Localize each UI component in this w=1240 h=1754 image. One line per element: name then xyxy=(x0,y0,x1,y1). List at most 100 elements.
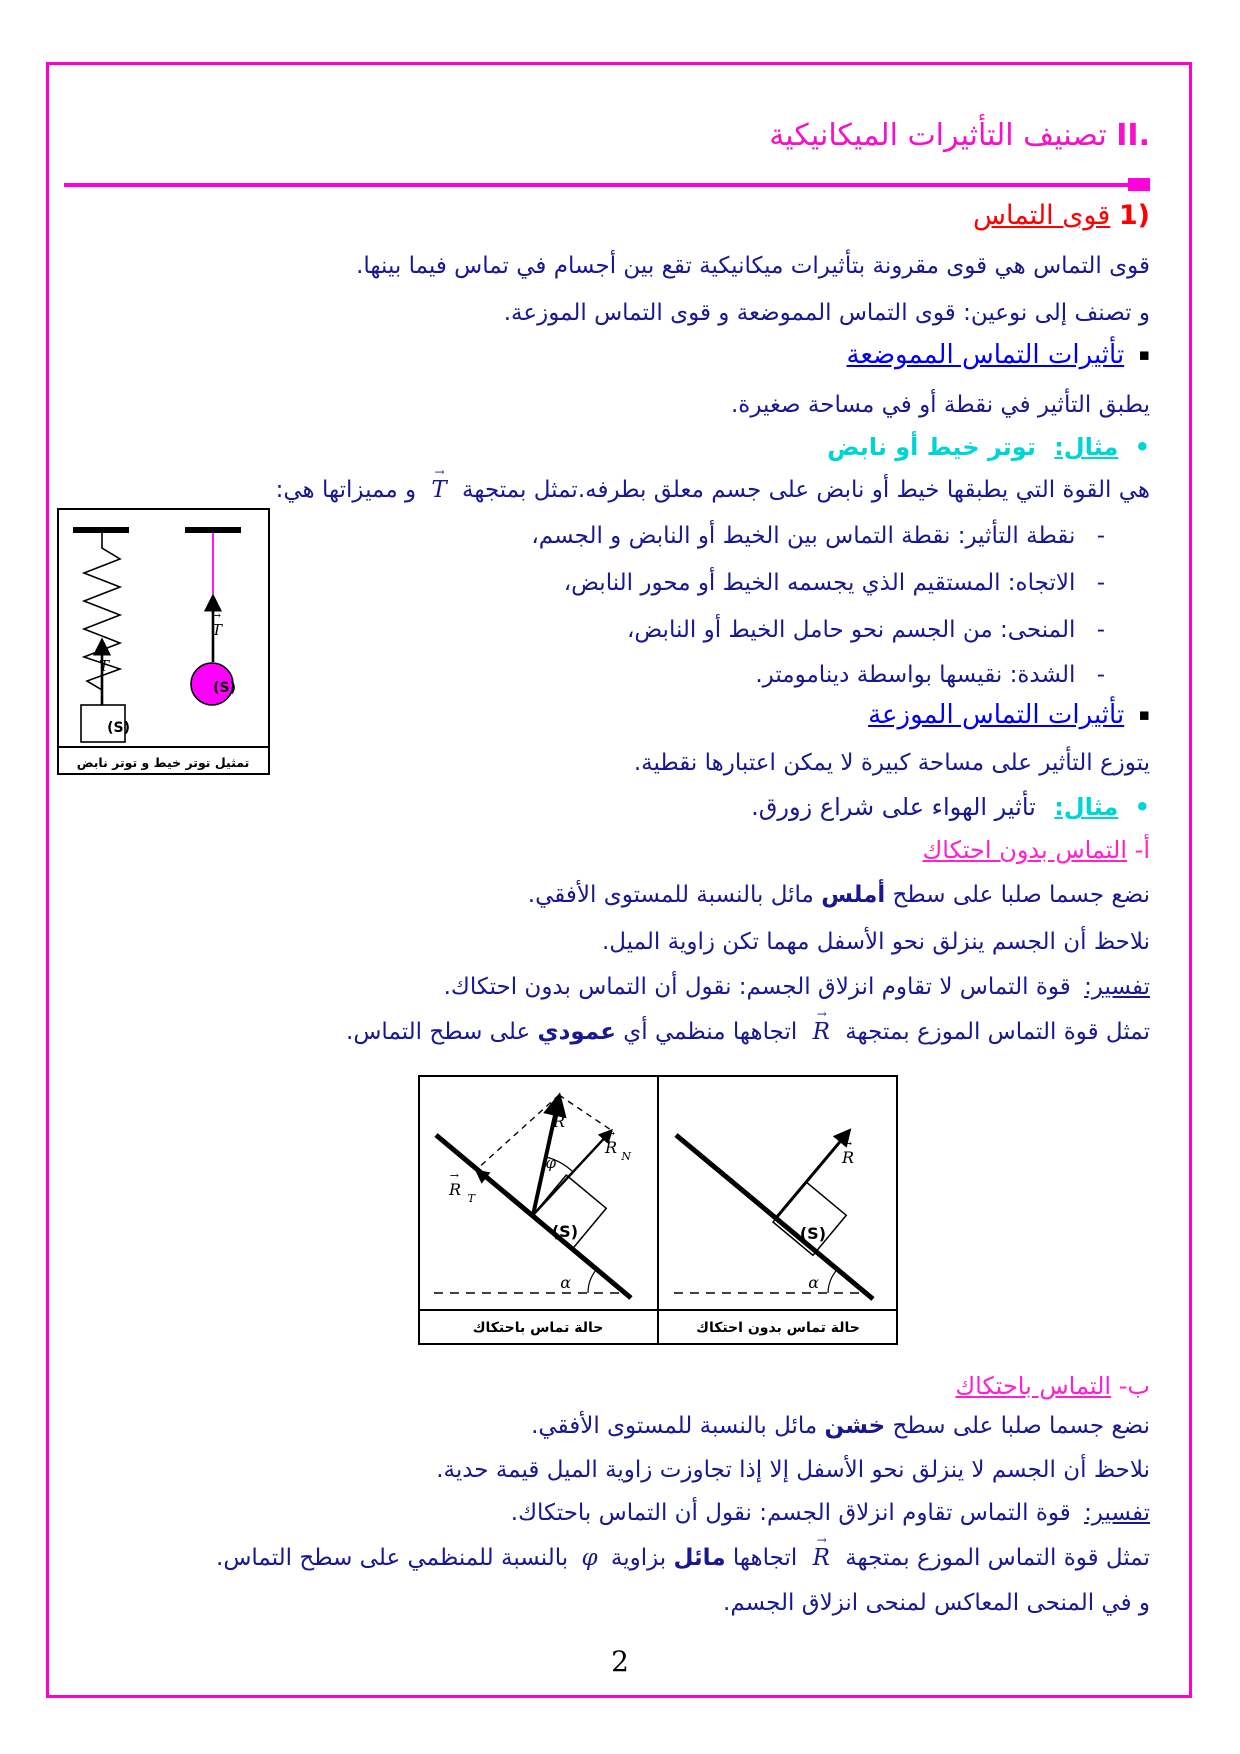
vector-arrow: → xyxy=(816,1533,827,1547)
label-R: R xyxy=(552,1112,565,1131)
block-S xyxy=(531,1173,608,1250)
with-friction-vector-line: تمثل قوة التماس الموزع بمتجهة → R اتجاهها… xyxy=(216,1534,1150,1571)
label-phi: φ xyxy=(545,1154,556,1172)
feature-item: - الاتجاه: المستقيم الذي يجسمه الخيط أو … xyxy=(564,570,1105,596)
hanging-box xyxy=(80,704,126,743)
label-RT: R xyxy=(448,1180,461,1199)
label-RN-subscript: N xyxy=(620,1150,631,1163)
phi-angle-arc xyxy=(545,1156,574,1173)
example-label: مثال: xyxy=(1054,433,1119,461)
label-alpha: α xyxy=(808,1273,819,1292)
bold-word-perpendicular: عمودي xyxy=(537,1019,616,1045)
text-segment: اتجاهها xyxy=(732,1545,798,1571)
spring-string-figure: → T (S) → T (S) تمثيل توتر خيط و توتر نا… xyxy=(57,508,270,779)
vector-arrow: → xyxy=(434,465,445,479)
title-numeral: II. xyxy=(1116,118,1150,153)
hanging-ball xyxy=(190,662,234,706)
vector-arrow: → xyxy=(450,1169,459,1182)
section-number: 1) xyxy=(1118,200,1150,231)
localized-contact-label: تأثيرات التماس المموضعة xyxy=(846,340,1125,370)
label-R: R xyxy=(841,1148,854,1167)
example-sail: • مثال: تأثير الهواء على شراع زورق. xyxy=(751,793,1150,821)
interpretation-text: قوة التماس تقاوم انزلاق الجسم: نقول أن ا… xyxy=(510,1500,1071,1526)
vector-R-tangential xyxy=(474,1169,534,1216)
vector-arrow: → xyxy=(553,1101,562,1114)
incline-surface xyxy=(674,1133,875,1301)
text-segment: نضع جسما صلبا على سطح xyxy=(892,882,1150,908)
vector-R-letter: R xyxy=(812,1545,830,1571)
dash-bullet: - xyxy=(1096,570,1105,596)
no-friction-prefix: أ- xyxy=(1134,836,1150,864)
label-alpha: α xyxy=(560,1273,571,1292)
square-bullet-icon: ▪ xyxy=(1138,705,1150,725)
page-border-frame xyxy=(46,62,1192,1698)
panel-without-friction: → R (S) α حالة تماس بدون احتكاك xyxy=(674,1128,875,1336)
label-S: (S) xyxy=(800,1224,826,1243)
no-friction-line2: نلاحظ أن الجسم ينزلق نحو الأسفل مهما تكن… xyxy=(601,929,1150,955)
feature-text: نقطة التأثير: نقطة التماس بين الخيط أو ا… xyxy=(531,523,1076,549)
text-segment: مائل بالنسبة للمستوى الأفقي. xyxy=(527,882,814,908)
distributed-contact-label: تأثيرات التماس الموزعة xyxy=(868,700,1125,730)
feature-text: الشدة: نقيسها بواسطة دينامومتر. xyxy=(755,662,1076,688)
label-S-ball: (S) xyxy=(213,680,236,696)
bold-word-rough: خشن xyxy=(824,1413,886,1439)
vector-R-normal-only xyxy=(774,1128,852,1219)
dash-bullet: - xyxy=(1096,662,1105,688)
distributed-contact-heading: ▪ تأثيرات التماس الموزعة xyxy=(868,700,1150,730)
intro-paragraph-2: و تصنف إلى نوعين: قوى التماس المموضعة و … xyxy=(503,300,1150,326)
with-friction-heading: ب- التماس باحتكاك xyxy=(955,1372,1150,1400)
title-divider xyxy=(64,178,1150,191)
text-segment: بزاوية xyxy=(610,1545,667,1571)
feature-item: - الشدة: نقيسها بواسطة دينامومتر. xyxy=(755,662,1105,688)
square-bullet-icon: ▪ xyxy=(1138,345,1150,365)
alpha-angle-arc xyxy=(827,1268,838,1294)
text-segment: مائل بالنسبة للمستوى الأفقي. xyxy=(531,1413,818,1439)
vector-R-normal xyxy=(532,1128,613,1216)
definition-after: و مميزاتها هي: xyxy=(275,477,417,503)
text-segment: تمثل قوة التماس الموزع بمتجهة xyxy=(845,1019,1150,1045)
no-friction-vector-line: تمثل قوة التماس الموزع بمتجهة → R اتجاهها… xyxy=(346,1008,1150,1045)
panel-with-friction: → R → R N → R T φ (S) α حالة تماس باحتكا… xyxy=(434,1092,633,1336)
title-divider-endcap xyxy=(1128,178,1150,191)
no-friction-label: التماس بدون احتكاك xyxy=(922,836,1128,864)
title-text: تصنيف التأثيرات الميكانيكية xyxy=(769,118,1107,153)
vector-R-letter: R xyxy=(812,1019,830,1045)
localized-contact-heading: ▪ تأثيرات التماس المموضعة xyxy=(847,340,1151,370)
feature-item: - المنحى: من الجسم نحو حامل الخيط أو الن… xyxy=(627,617,1105,643)
vector-R-symbol: → R xyxy=(812,1008,830,1045)
round-bullet-icon: • xyxy=(1134,433,1150,461)
with-friction-line1: نضع جسما صلبا على سطح خشن مائل بالنسبة ل… xyxy=(531,1413,1150,1439)
label-T-string: T xyxy=(212,621,223,639)
spring-string-diagram: → T (S) → T (S) تمثيل توتر خيط و توتر نا… xyxy=(57,508,270,775)
no-friction-line1: نضع جسما صلبا على سطح أملس مائل بالنسبة … xyxy=(528,882,1150,908)
vector-arrow: → xyxy=(606,1127,615,1140)
vector-arrow: → xyxy=(816,1007,827,1021)
no-friction-heading: أ- التماس بدون احتكاك xyxy=(922,836,1150,864)
dash-bullet: - xyxy=(1096,617,1105,643)
phi-symbol: φ xyxy=(581,1545,598,1571)
definition-before: هي القوة التي يطبقها خيط أو نابض على جسم… xyxy=(462,477,1150,503)
incline-figure: → R → R N → R T φ (S) α حالة تماس باحتكا… xyxy=(418,1075,898,1349)
vector-T-symbol: → T xyxy=(431,466,447,503)
interpretation-label: تفسير: xyxy=(1084,1500,1150,1526)
label-S: (S) xyxy=(552,1222,578,1241)
page-title: II. تصنيف التأثيرات الميكانيكية xyxy=(769,118,1150,153)
feature-item: - نقطة التأثير: نقطة التماس بين الخيط أو… xyxy=(531,523,1105,549)
with-friction-label: التماس باحتكاك xyxy=(955,1372,1112,1400)
label-RT-subscript: T xyxy=(468,1192,477,1205)
label-RN: R xyxy=(604,1138,617,1157)
alpha-angle-arc xyxy=(587,1268,598,1294)
bold-word-inclined: مائل xyxy=(673,1545,726,1571)
with-friction-line2: نلاحظ أن الجسم لا ينزلق نحو الأسفل إلا إ… xyxy=(436,1457,1150,1483)
vector-T-letter: T xyxy=(431,477,447,503)
text-segment: على سطح التماس. xyxy=(346,1019,531,1045)
dash-bullet: - xyxy=(1096,523,1105,549)
bold-word-smooth: أملس xyxy=(821,882,886,908)
example-label: مثال: xyxy=(1054,793,1119,821)
text-segment: نضع جسما صلبا على سطح xyxy=(892,1413,1150,1439)
label-T-spring: T xyxy=(99,657,110,675)
example-text: تأثير الهواء على شراع زورق. xyxy=(751,793,1036,821)
distributed-contact-description: يتوزع التأثير على مساحة كبيرة لا يمكن اع… xyxy=(633,750,1150,776)
localized-contact-description: يطبق التأثير في نقطة أو في مساحة صغيرة. xyxy=(730,392,1150,418)
